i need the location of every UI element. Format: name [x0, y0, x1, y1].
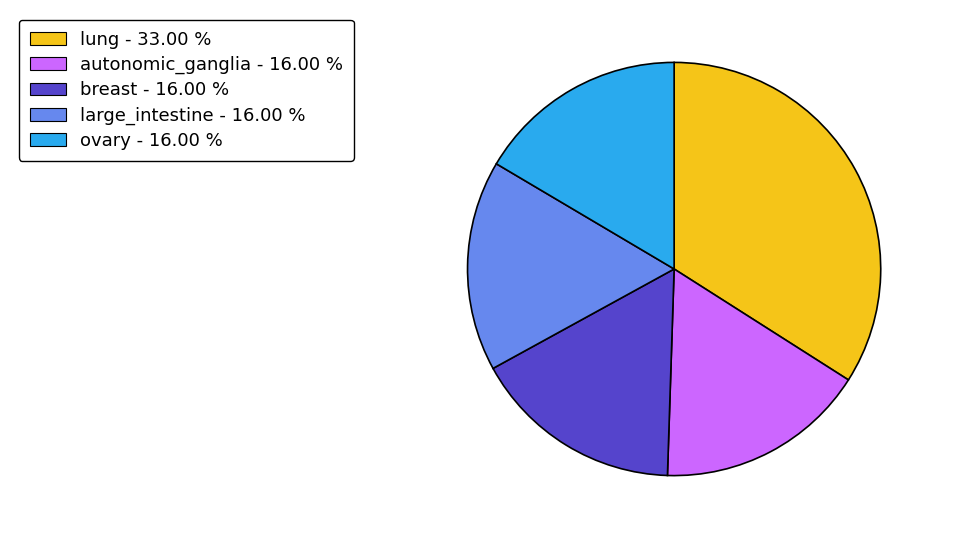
Wedge shape — [496, 62, 674, 269]
Wedge shape — [674, 62, 880, 380]
Wedge shape — [493, 269, 674, 476]
Wedge shape — [667, 269, 848, 476]
Legend: lung - 33.00 %, autonomic_ganglia - 16.00 %, breast - 16.00 %, large_intestine -: lung - 33.00 %, autonomic_ganglia - 16.0… — [19, 20, 354, 161]
Wedge shape — [468, 164, 674, 369]
